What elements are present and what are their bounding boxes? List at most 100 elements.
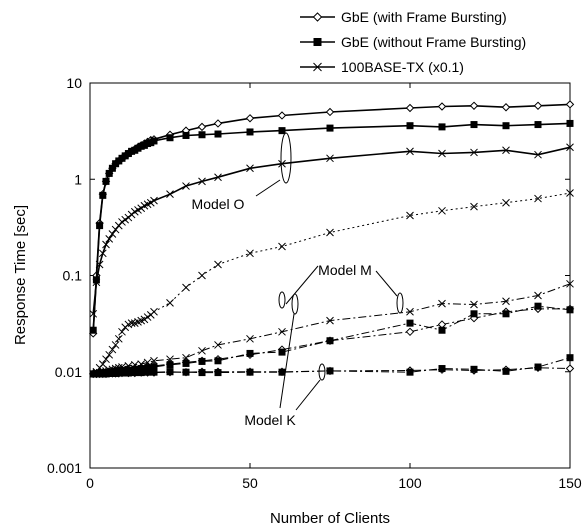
- data-point-x: [166, 190, 174, 199]
- data-point-square: [198, 131, 206, 139]
- data-point-x: [98, 360, 107, 368]
- data-point-x: [246, 334, 254, 343]
- model-m-label: Model M: [318, 262, 372, 278]
- legend-label: GbE (without Frame Bursting): [341, 34, 526, 50]
- data-point-x: [246, 164, 254, 173]
- data-point-square: [470, 310, 478, 318]
- data-point-square: [326, 337, 334, 345]
- data-point-x: [438, 206, 446, 215]
- data-point-x: [182, 353, 190, 362]
- data-point-square: [566, 119, 574, 127]
- data-point-x: [278, 159, 286, 168]
- data-point-x: [127, 319, 136, 327]
- data-point-x: [130, 360, 139, 369]
- data-point-x: [214, 173, 222, 182]
- data-point-square: [278, 127, 286, 135]
- series-line: [93, 367, 571, 375]
- data-point-x: [92, 278, 101, 287]
- data-point-x: [95, 260, 104, 269]
- data-point-square: [182, 359, 190, 367]
- data-point-x: [214, 341, 222, 349]
- data-point-square: [406, 368, 414, 376]
- data-point-square: [470, 365, 478, 373]
- series-model-k-x: [89, 279, 574, 378]
- x-tick-label: 100: [398, 475, 422, 491]
- data-point-square: [534, 302, 542, 310]
- data-point-x: [150, 356, 158, 365]
- data-point-x: [137, 204, 146, 213]
- data-point-square: [502, 122, 510, 130]
- model-m-leader: [285, 265, 319, 305]
- data-point-square: [326, 124, 334, 132]
- series-model-m-square-filled: [89, 302, 574, 378]
- series-layer: [88, 100, 575, 379]
- x-tick-label: 0: [86, 475, 94, 491]
- y-tick-label: 0.001: [47, 460, 82, 476]
- data-point-square: [214, 369, 222, 377]
- y-tick-label: 1: [74, 171, 82, 187]
- data-point-x: [102, 355, 110, 364]
- data-point-square: [438, 365, 446, 373]
- data-point-square: [214, 357, 222, 365]
- data-point-x: [566, 143, 574, 152]
- data-point-x: [438, 149, 446, 158]
- data-point-square: [150, 137, 158, 145]
- data-point-square: [137, 369, 145, 377]
- data-point-x: [438, 299, 446, 308]
- x-axis-ticks: 0 50 100 150: [86, 83, 582, 491]
- data-point-diamond: [325, 107, 335, 117]
- model-m-leader-2: [375, 270, 398, 297]
- model-m-ellipse-2: [396, 292, 404, 314]
- data-point-square: [105, 169, 113, 177]
- data-point-square: [166, 134, 174, 142]
- data-point-x: [182, 283, 190, 292]
- data-point-square: [166, 368, 174, 376]
- data-point-x: [150, 307, 158, 316]
- data-point-x: [470, 202, 478, 211]
- data-point-square: [182, 131, 190, 139]
- data-point-x: [150, 196, 158, 205]
- data-point-x: [326, 228, 334, 237]
- data-point-x: [124, 362, 133, 370]
- data-point-x: [89, 309, 98, 318]
- y-tick-label: 10: [66, 75, 82, 91]
- data-point-square: [166, 361, 174, 369]
- data-point-x: [326, 154, 334, 163]
- data-point-x: [118, 327, 126, 336]
- data-point-square: [144, 364, 152, 372]
- data-point-diamond: [501, 103, 511, 112]
- data-point-x: [470, 300, 478, 309]
- data-point-x: [534, 150, 542, 159]
- data-point-square: [150, 368, 158, 376]
- model-annotations: Model O Model M Model K: [192, 132, 404, 428]
- model-k-ellipse: [291, 293, 299, 315]
- data-point-square: [131, 369, 139, 377]
- model-k-leader-2: [295, 379, 321, 411]
- y-axis-ticks: 0.001 0.01 0.1 1 10: [47, 75, 570, 476]
- series-line: [92, 122, 571, 331]
- data-point-square: [108, 164, 116, 172]
- data-point-square: [198, 369, 206, 377]
- data-point-square: [438, 123, 446, 131]
- data-point-x: [198, 177, 206, 186]
- data-point-square: [246, 368, 254, 376]
- data-point-square: [406, 319, 414, 327]
- data-point-x: [118, 363, 126, 371]
- data-point-x: [111, 225, 120, 234]
- series-line: [93, 305, 571, 375]
- y-tick-label: 0.01: [55, 364, 82, 380]
- data-point-x: [502, 297, 510, 306]
- data-point-x: [406, 307, 414, 316]
- data-point-square: [534, 121, 542, 129]
- data-point-x: [102, 240, 110, 249]
- data-point-x: [566, 279, 574, 288]
- legend-label: GbE (with Frame Bursting): [341, 9, 507, 25]
- data-point-x: [166, 355, 174, 364]
- x-axis-label: Number of Clients: [270, 510, 390, 527]
- data-point-square: [89, 326, 97, 334]
- legend-entry: GbE (without Frame Bursting): [300, 34, 526, 50]
- series-model-o-x: [89, 143, 574, 318]
- data-point-square: [96, 222, 104, 230]
- data-point-x: [198, 271, 206, 280]
- data-point-square: [278, 368, 286, 376]
